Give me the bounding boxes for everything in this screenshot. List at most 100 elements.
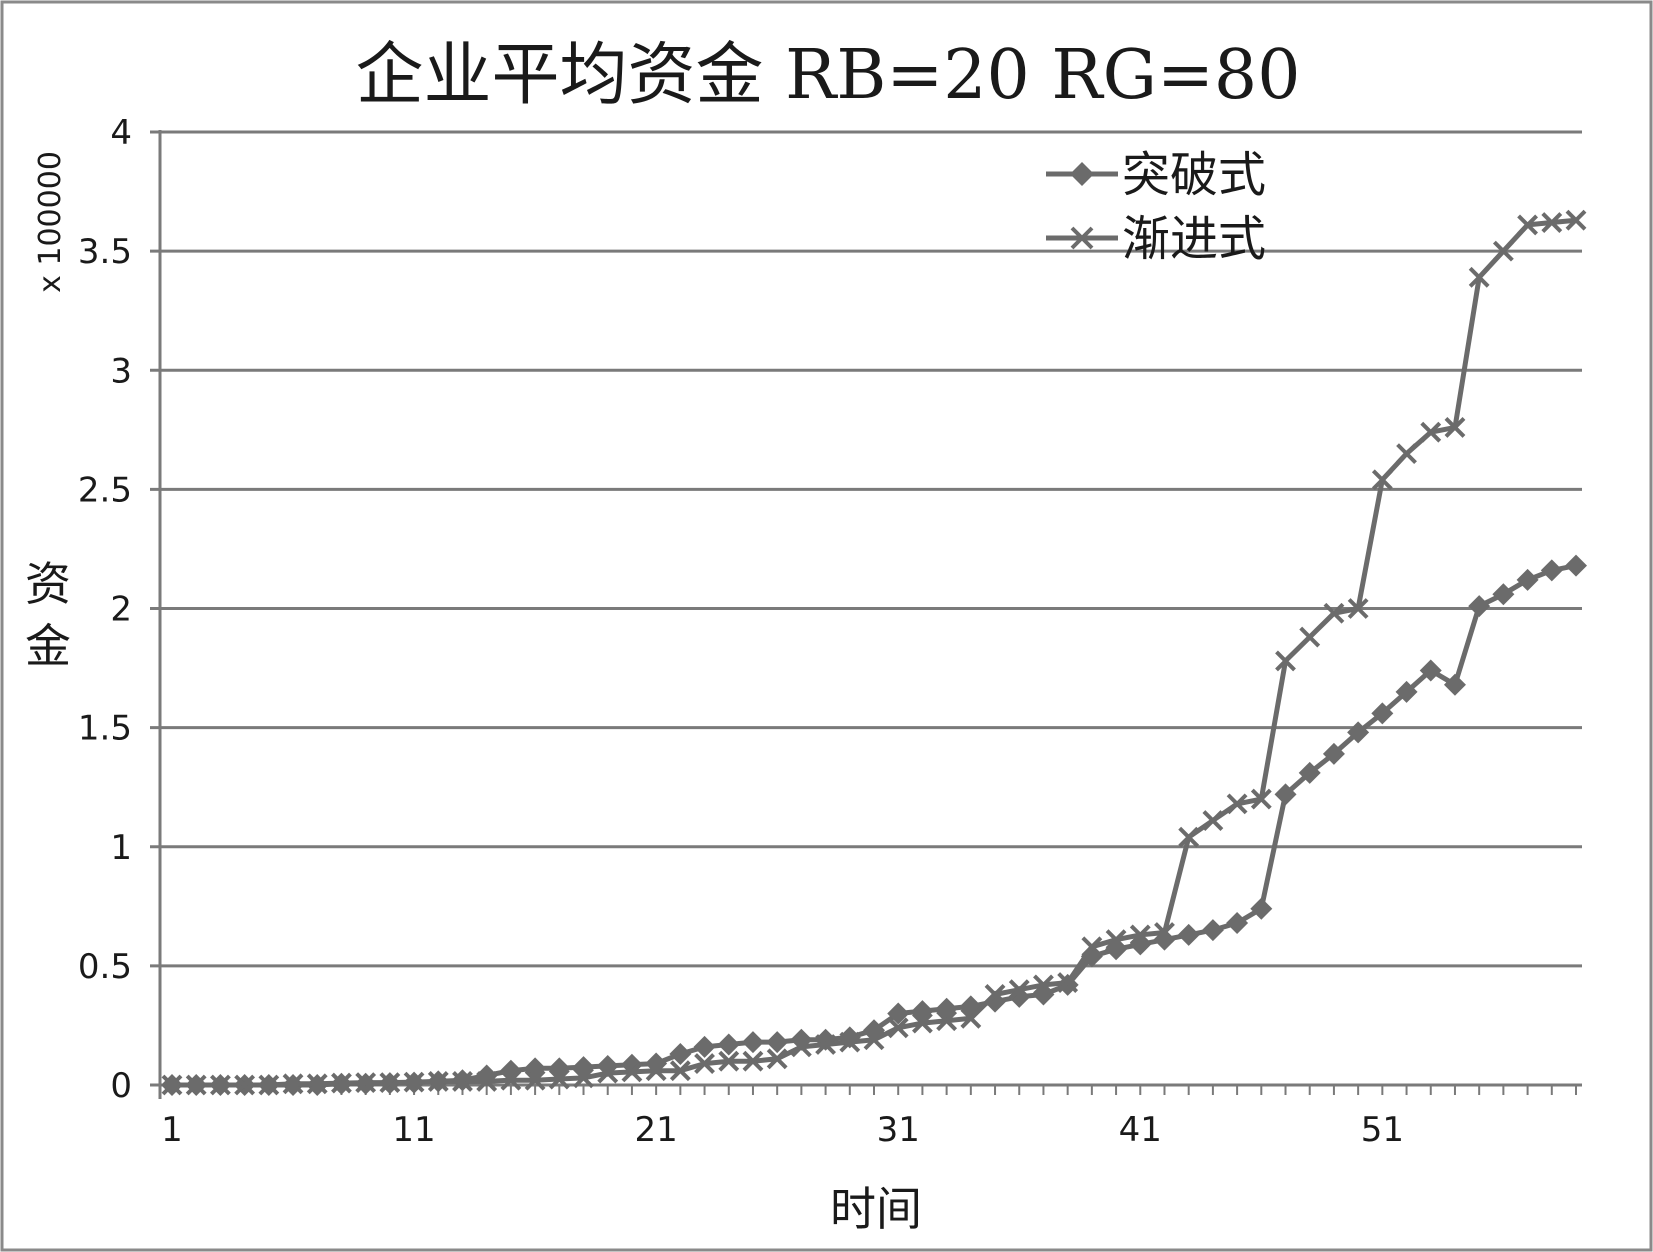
data-point-x: [1323, 602, 1345, 624]
y-axis-title: 资金: [25, 557, 71, 673]
legend-diamond-marker: [1070, 162, 1094, 186]
data-point-diamond: [1468, 595, 1491, 618]
data-point-x: [1105, 929, 1127, 951]
data-point-x: [524, 1069, 546, 1091]
data-point-x: [161, 1074, 183, 1096]
data-point-x: [185, 1074, 207, 1096]
data-point-diamond: [887, 1002, 910, 1025]
legend-label-incremental: 渐进式: [1122, 211, 1266, 267]
data-point-x: [718, 1050, 740, 1072]
y-tick-label-2.5: 2.5: [78, 470, 132, 510]
data-point-x: [1275, 650, 1296, 672]
data-point-x: [1008, 979, 1030, 1001]
data-point-x: [1202, 810, 1224, 831]
data-point-x: [500, 1069, 522, 1091]
data-point-diamond: [1371, 702, 1394, 725]
y-tick-label-1.5: 1.5: [78, 709, 132, 749]
data-point-diamond: [1177, 923, 1200, 946]
data-point-diamond: [1540, 559, 1563, 582]
y-axis-title-char: 资: [25, 557, 71, 611]
data-point-diamond: [1250, 897, 1273, 920]
x-axis-title: 时间: [830, 1182, 922, 1236]
y-tick-label-2: 2: [110, 590, 132, 630]
data-point-x: [645, 1060, 667, 1082]
data-point-x: [355, 1072, 377, 1094]
data-point-diamond: [1565, 554, 1587, 577]
data-point-x: [1226, 793, 1248, 815]
data-point-x: [1371, 469, 1393, 491]
data-point-x: [1541, 212, 1563, 233]
data-point-diamond: [717, 1033, 740, 1056]
x-tick-label-11: 11: [392, 1110, 435, 1150]
data-point-x: [306, 1073, 328, 1095]
chart-title: 企业平均资金 RB=20 RG=80: [356, 36, 1301, 115]
data-point-x: [1468, 266, 1490, 288]
data-point-x: [1154, 922, 1175, 943]
data-point-x: [258, 1074, 280, 1096]
series-1: [161, 209, 1587, 1096]
x-tick-label-21: 21: [635, 1110, 678, 1150]
data-point-x: [234, 1074, 256, 1096]
y-axis-title-char: 金: [25, 619, 71, 673]
data-point-x: [548, 1068, 570, 1090]
data-point-x: [815, 1034, 837, 1055]
data-point-diamond: [741, 1031, 764, 1054]
legend: 突破式 渐进式: [1046, 147, 1266, 267]
data-point-x: [1178, 826, 1200, 848]
data-point-x: [573, 1067, 594, 1089]
data-point-diamond: [1419, 659, 1442, 682]
data-point-diamond: [1298, 761, 1321, 784]
data-point-x: [887, 1017, 909, 1039]
data-point-x: [936, 1010, 958, 1032]
data-point-x: [1492, 240, 1514, 262]
legend-label-breakthrough: 突破式: [1122, 147, 1266, 203]
legend-entry-breakthrough: 突破式: [1046, 147, 1266, 203]
data-point-x: [863, 1029, 885, 1051]
data-point-x: [839, 1031, 861, 1053]
data-point-diamond: [1226, 911, 1249, 934]
data-point-x: [1444, 417, 1466, 438]
data-point-x: [766, 1048, 788, 1070]
data-point-x: [1347, 598, 1369, 619]
y-tick-label-4: 4: [110, 113, 132, 153]
data-point-x: [1299, 626, 1321, 648]
data-point-x: [742, 1050, 764, 1072]
data-point-x: [452, 1071, 473, 1092]
data-point-x: [960, 1007, 982, 1029]
data-point-x: [597, 1062, 619, 1084]
data-point-x: [694, 1053, 715, 1074]
data-point-diamond: [1492, 583, 1515, 606]
data-point-x: [1057, 972, 1079, 993]
legend-entry-incremental: 渐进式: [1046, 211, 1266, 267]
y-tick-label-0: 0: [110, 1066, 132, 1106]
data-point-x: [911, 1012, 933, 1034]
y-tick-label-0.5: 0.5: [78, 947, 132, 987]
data-point-diamond: [1347, 721, 1370, 744]
y-tick-label-3: 3: [110, 351, 132, 391]
data-point-x: [1033, 974, 1054, 996]
y-axis-multiplier: x 100000: [33, 151, 68, 293]
y-tick-label-1: 1: [110, 828, 132, 868]
data-point-x: [1129, 924, 1151, 946]
data-point-x: [1420, 421, 1442, 443]
data-point-diamond: [1201, 919, 1224, 942]
data-point-diamond: [1395, 680, 1418, 703]
data-point-diamond: [669, 1043, 692, 1066]
data-point-x: [476, 1071, 498, 1092]
data-point-x: [790, 1036, 812, 1058]
x-tick-labels: 1 11 21 31 41 51: [161, 1110, 1404, 1150]
data-point-diamond: [766, 1031, 789, 1054]
data-point-x: [282, 1073, 304, 1095]
data-point-diamond: [1443, 673, 1466, 696]
data-point-x: [209, 1074, 231, 1096]
y-tick-labels: 0 0.5 1 1.5 2 2.5 3 3.5 4: [78, 113, 132, 1106]
data-point-x: [1517, 214, 1539, 236]
data-point-diamond: [984, 990, 1007, 1013]
data-point-x: [984, 984, 1006, 1005]
data-point-x: [669, 1060, 691, 1082]
gridlines: [160, 130, 1582, 968]
x-tick-label-41: 41: [1119, 1110, 1162, 1150]
data-point-diamond: [1322, 742, 1345, 765]
